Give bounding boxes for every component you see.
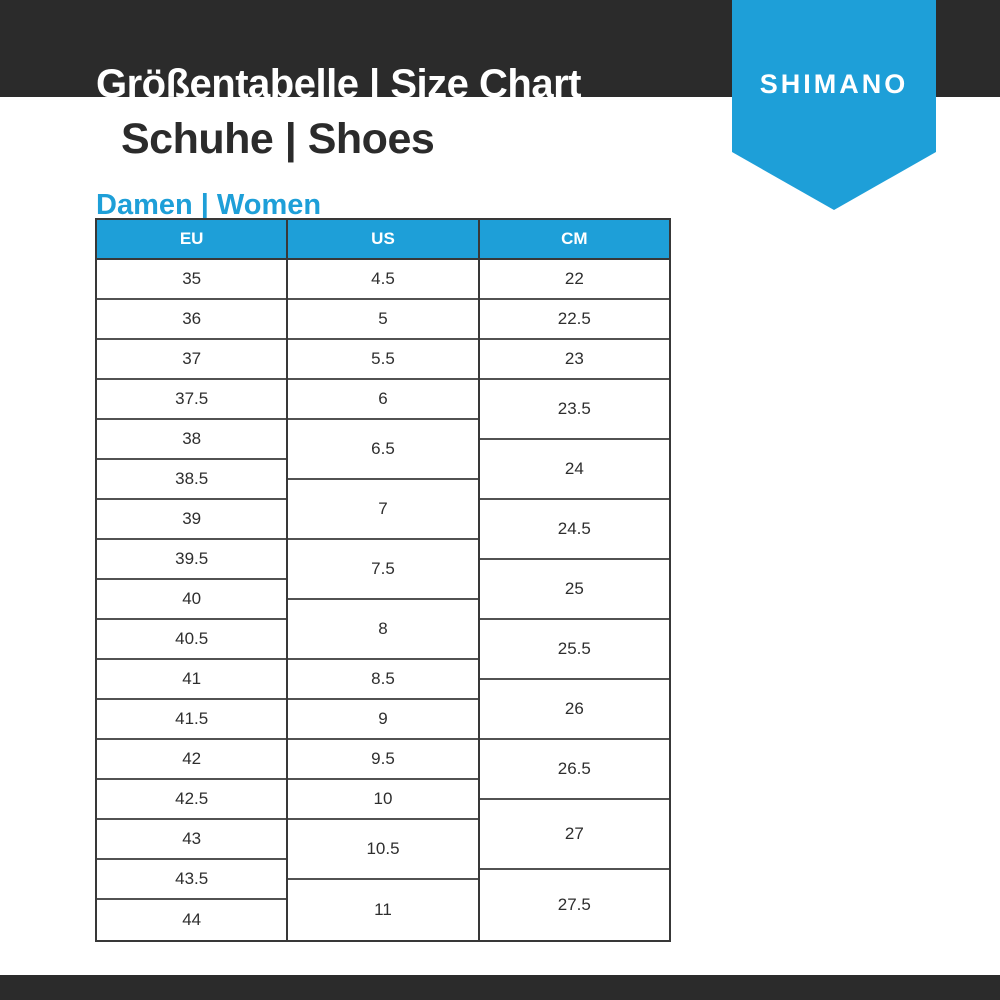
column-header-eu: EU (97, 220, 287, 260)
table-cell: 25.5 (479, 620, 669, 680)
table-column-cm: CM 22 22.5 23 23.5 24 24.5 25 25.5 26 26.5 27 27.5 (477, 220, 669, 940)
table-cell: 40 (97, 580, 287, 620)
table-cell: 7.5 (288, 540, 478, 600)
page-title: Größentabelle | Size Chart (96, 62, 581, 106)
table-cell: 26 (479, 680, 669, 740)
table-cell: 4.5 (288, 260, 478, 300)
column-header-us: US (288, 220, 478, 260)
table-cell: 6.5 (288, 420, 478, 480)
table-cell: 24.5 (479, 500, 669, 560)
table-cell: 10.5 (288, 820, 478, 880)
table-cell: 23.5 (479, 380, 669, 440)
bottom-footer-bar (0, 975, 1000, 1000)
table-cell: 38.5 (97, 460, 287, 500)
table-cell: 5.5 (288, 340, 478, 380)
section-label-women: Damen | Women (96, 189, 322, 221)
table-cell: 42.5 (97, 780, 287, 820)
table-cell: 37.5 (97, 380, 287, 420)
table-cell: 6 (288, 380, 478, 420)
brand-ribbon: SHIMANO (732, 0, 936, 210)
table-cell: 25 (479, 560, 669, 620)
table-cell: 26.5 (479, 740, 669, 800)
table-cell: 9.5 (288, 740, 478, 780)
table-cell: 7 (288, 480, 478, 540)
shimano-logo: SHIMANO (759, 69, 909, 99)
table-cell: 22 (479, 260, 669, 300)
table-cell: 39 (97, 500, 287, 540)
table-cell: 10 (288, 780, 478, 820)
column-header-cm: CM (479, 220, 669, 260)
table-cell: 43 (97, 820, 287, 860)
table-cell: 37 (97, 340, 287, 380)
table-cell: 40.5 (97, 620, 287, 660)
table-cell: 36 (97, 300, 287, 340)
page-subtitle: Schuhe | Shoes (121, 115, 435, 163)
table-cell: 8.5 (288, 660, 478, 700)
table-cell: 41.5 (97, 700, 287, 740)
table-cell: 24 (479, 440, 669, 500)
table-cell: 35 (97, 260, 287, 300)
table-cell: 42 (97, 740, 287, 780)
table-column-us: US 4.5 5 5.5 6 6.5 7 7.5 8 8.5 9 9.5 10 10.5 11 (286, 220, 478, 940)
table-cell: 44 (97, 900, 287, 940)
table-cell: 11 (288, 880, 478, 940)
table-cell: 23 (479, 340, 669, 380)
table-cell: 5 (288, 300, 478, 340)
table-cell: 41 (97, 660, 287, 700)
table-cell: 38 (97, 420, 287, 460)
table-column-eu: EU 35 36 37 37.5 38 38.5 39 39.5 40 40.5 41 41.5 42 42… (97, 220, 287, 940)
size-table: EU 35 36 37 37.5 38 38.5 39 39.5 40 40.5 41 41.5 42 42… (95, 218, 671, 942)
table-cell: 8 (288, 600, 478, 660)
table-cell: 22.5 (479, 300, 669, 340)
table-cell: 43.5 (97, 860, 287, 900)
table-cell: 9 (288, 700, 478, 740)
table-cell: 39.5 (97, 540, 287, 580)
table-cell: 27 (479, 800, 669, 870)
table-cell: 27.5 (479, 870, 669, 940)
